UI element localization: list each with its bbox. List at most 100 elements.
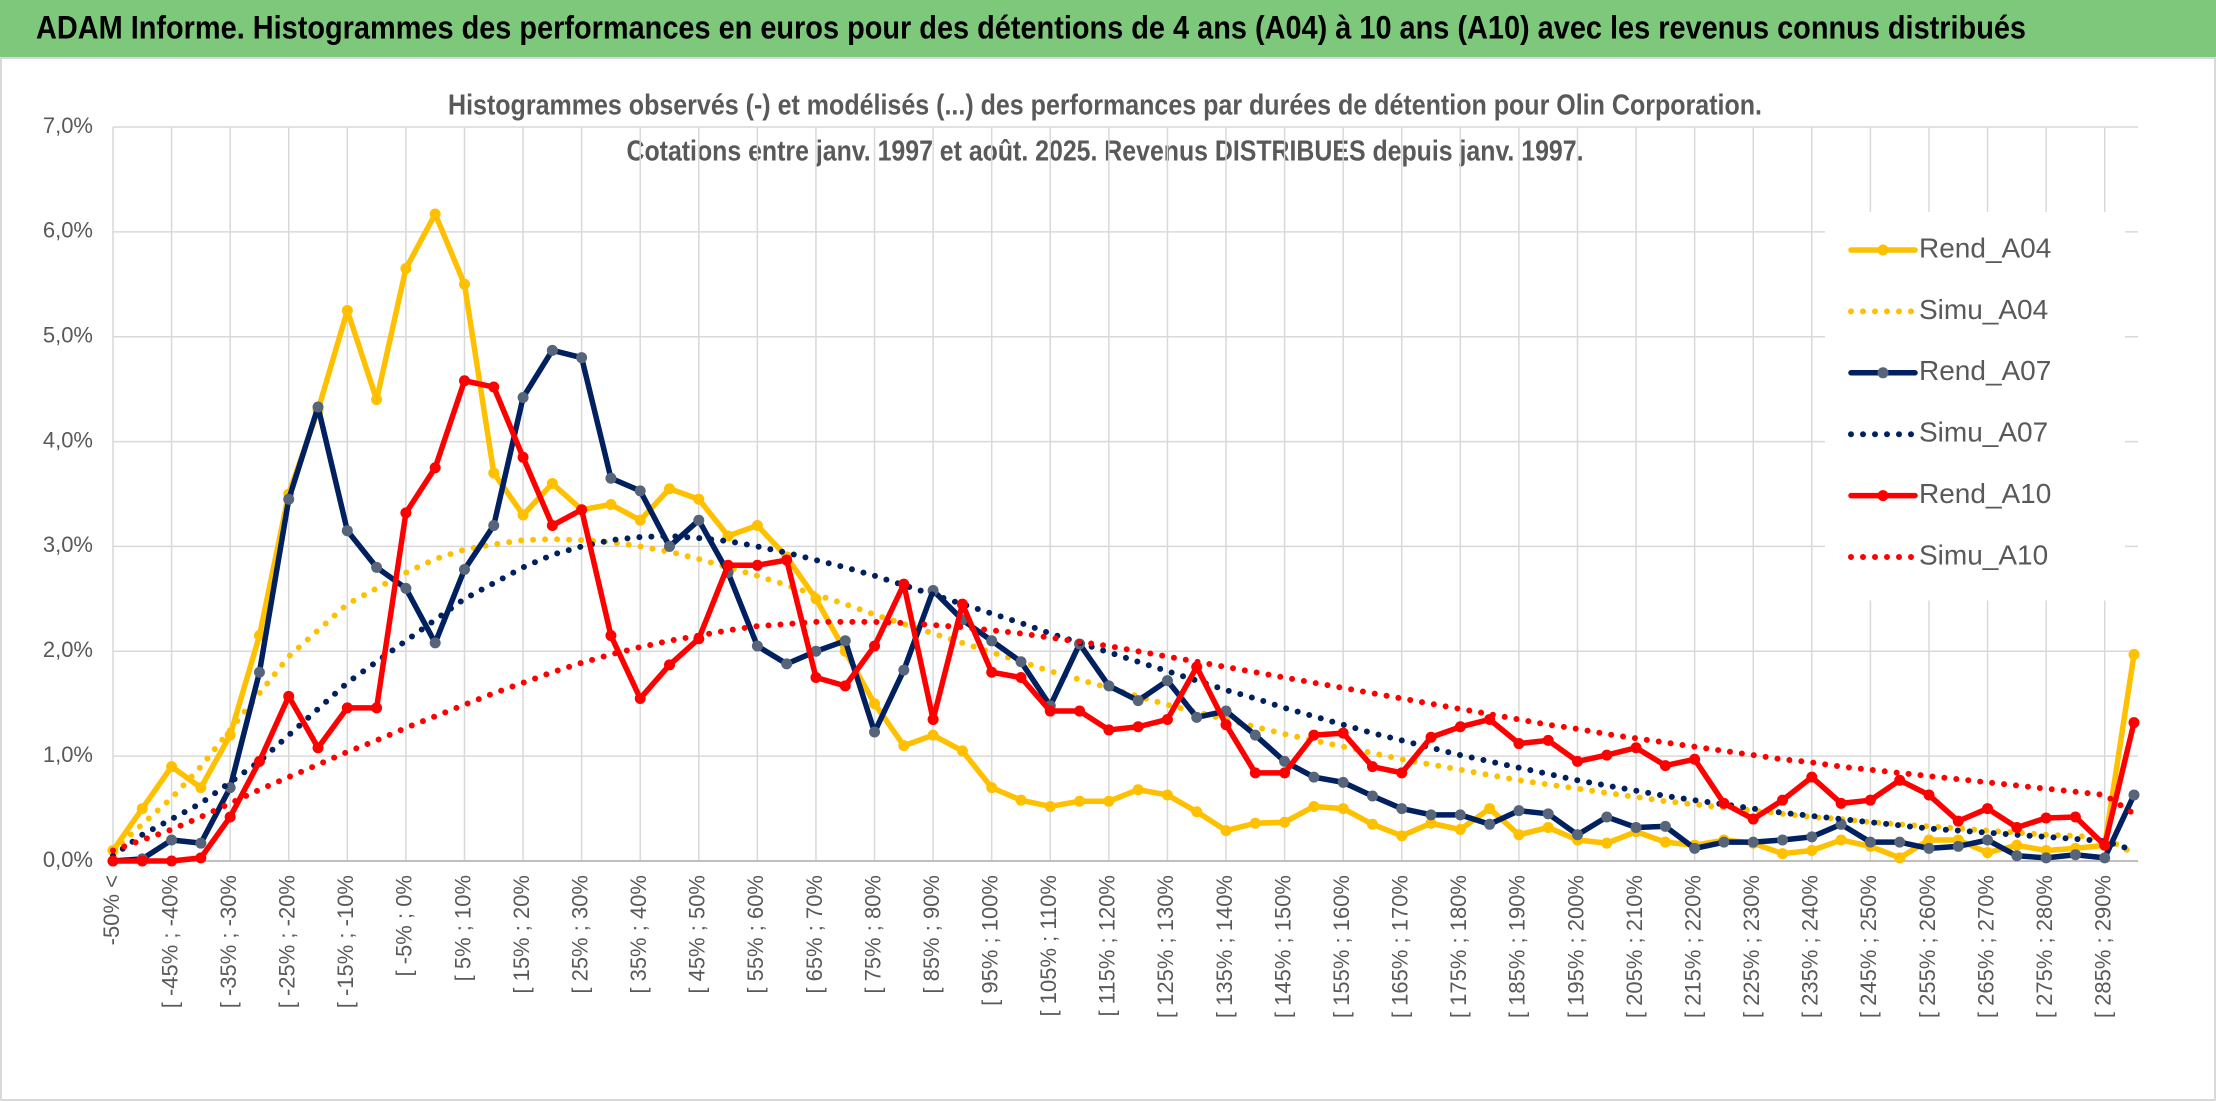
chart-frame bbox=[0, 57, 2216, 1101]
data-point bbox=[1777, 834, 1789, 846]
data-point bbox=[1806, 771, 1818, 783]
data-point bbox=[1835, 797, 1847, 809]
data-point bbox=[2040, 812, 2052, 824]
data-point bbox=[1337, 803, 1349, 815]
x-tick-label: [ 145% ; 150% bbox=[1270, 875, 1295, 1018]
data-point bbox=[1659, 836, 1671, 848]
data-point bbox=[312, 742, 324, 754]
data-point bbox=[605, 498, 617, 510]
data-point bbox=[1337, 776, 1349, 788]
data-point bbox=[1249, 729, 1261, 741]
x-tick-label: [ 65% ; 70% bbox=[802, 875, 827, 994]
data-point bbox=[1894, 836, 1906, 848]
series-line bbox=[110, 378, 2137, 864]
data-point bbox=[1279, 755, 1291, 767]
data-point bbox=[429, 208, 441, 220]
data-point bbox=[576, 352, 588, 364]
data-point bbox=[458, 278, 470, 290]
data-point bbox=[605, 472, 617, 484]
data-point bbox=[1308, 800, 1320, 812]
data-point bbox=[1601, 811, 1613, 823]
x-tick-label: [ 245% ; 250% bbox=[1856, 875, 1881, 1018]
data-point bbox=[1777, 848, 1789, 860]
data-point bbox=[1279, 767, 1291, 779]
data-point bbox=[2011, 850, 2023, 862]
data-point bbox=[195, 852, 207, 864]
data-point bbox=[283, 690, 295, 702]
legend-label: Simu_A04 bbox=[1919, 294, 2048, 325]
data-point bbox=[488, 467, 500, 479]
data-point bbox=[1220, 719, 1232, 731]
data-point bbox=[1952, 840, 1964, 852]
data-point bbox=[781, 658, 793, 670]
data-point bbox=[166, 834, 178, 846]
data-point bbox=[253, 630, 265, 642]
data-point bbox=[1952, 815, 1964, 827]
data-point bbox=[986, 782, 998, 794]
data-point bbox=[1015, 656, 1027, 668]
data-point bbox=[371, 394, 383, 406]
x-tick-label: [ 25% ; 30% bbox=[567, 875, 592, 994]
data-point bbox=[869, 640, 881, 652]
legend-label: Rend_A07 bbox=[1919, 355, 2051, 386]
data-point bbox=[2069, 849, 2081, 861]
data-point bbox=[1425, 817, 1437, 829]
y-tick-label: 5,0% bbox=[43, 323, 93, 348]
legend-box bbox=[1825, 212, 2125, 601]
data-point bbox=[1601, 749, 1613, 761]
x-tick-label: [ -35% ; -30% bbox=[216, 875, 241, 1008]
data-point bbox=[2069, 811, 2081, 823]
legend-marker bbox=[1877, 490, 1889, 502]
data-point bbox=[1601, 837, 1613, 849]
data-point bbox=[956, 598, 968, 610]
data-point bbox=[1571, 755, 1583, 767]
data-point bbox=[1542, 734, 1554, 746]
data-point bbox=[1308, 729, 1320, 741]
chart-subtitle: Cotations entre janv. 1997 et août. 2025… bbox=[627, 136, 1584, 168]
data-point bbox=[1161, 675, 1173, 687]
data-point bbox=[1747, 836, 1759, 848]
data-point bbox=[810, 645, 822, 657]
data-point bbox=[1249, 817, 1261, 829]
data-point bbox=[751, 519, 763, 531]
data-point bbox=[2128, 789, 2140, 801]
data-point bbox=[927, 729, 939, 741]
data-point bbox=[400, 507, 412, 519]
data-point bbox=[1044, 705, 1056, 717]
data-point bbox=[429, 637, 441, 649]
data-point bbox=[312, 401, 324, 413]
data-point bbox=[2128, 717, 2140, 729]
legend-label: Simu_A10 bbox=[1919, 539, 2048, 570]
data-point bbox=[1015, 672, 1027, 683]
data-point bbox=[1542, 821, 1554, 833]
data-point bbox=[1191, 661, 1203, 673]
data-point bbox=[1484, 818, 1496, 830]
data-point bbox=[1249, 767, 1261, 779]
x-tick-label: [ 235% ; 240% bbox=[1798, 875, 1823, 1018]
x-tick-label: [ 115% ; 120% bbox=[1095, 875, 1120, 1016]
x-tick-label: [ 105% ; 110% bbox=[1036, 875, 1061, 1016]
chart-title: Histogrammes observés (-) et modélisés (… bbox=[448, 90, 1762, 122]
data-point bbox=[1982, 834, 1994, 846]
x-tick-label: [ 165% ; 170% bbox=[1388, 875, 1413, 1018]
data-point bbox=[956, 745, 968, 757]
data-point bbox=[546, 478, 558, 490]
data-point bbox=[166, 761, 178, 773]
x-tick-label: [ 85% ; 90% bbox=[919, 875, 944, 994]
x-tick-label: [ 55% ; 60% bbox=[743, 875, 768, 994]
data-point bbox=[488, 381, 500, 393]
data-point bbox=[2128, 648, 2140, 660]
data-point bbox=[546, 519, 558, 531]
data-point bbox=[1103, 795, 1115, 807]
data-point bbox=[664, 540, 676, 552]
data-point bbox=[634, 692, 646, 704]
data-point bbox=[869, 698, 881, 710]
data-point bbox=[224, 729, 236, 741]
x-tick-label: [ 155% ; 160% bbox=[1329, 875, 1354, 1018]
data-point bbox=[166, 855, 178, 867]
y-tick-label: 4,0% bbox=[43, 427, 93, 452]
x-tick-label: [ 255% ; 260% bbox=[1915, 875, 1940, 1018]
data-point bbox=[1777, 794, 1789, 806]
data-point bbox=[1132, 721, 1144, 733]
data-point bbox=[839, 635, 851, 647]
